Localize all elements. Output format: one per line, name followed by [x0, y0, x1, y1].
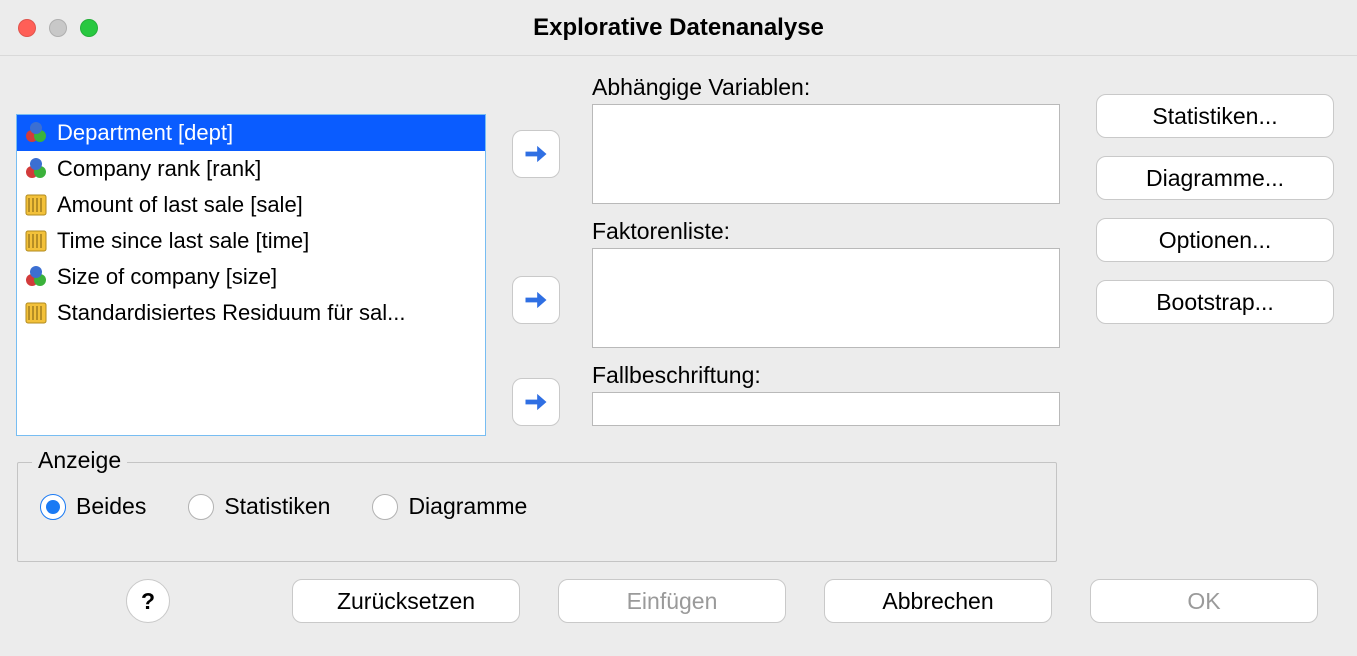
variable-item-label: Standardisiertes Residuum für sal... — [57, 300, 406, 326]
paste-button[interactable]: Einfügen — [558, 579, 786, 623]
help-button-label: ? — [141, 588, 155, 615]
display-radio-label: Diagramme — [408, 493, 527, 520]
scale-icon — [23, 228, 49, 254]
cancel-button-label: Abbrechen — [882, 588, 993, 615]
caselabel-label: Fallbeschriftung: — [592, 362, 761, 389]
display-radio-option[interactable]: Beides — [40, 493, 146, 520]
move-to-factors-button[interactable] — [512, 276, 560, 324]
nominal-icon — [23, 120, 49, 146]
variable-item[interactable]: Department [dept] — [17, 115, 485, 151]
title-bar: Explorative Datenanalyse — [0, 0, 1357, 56]
scale-icon — [23, 192, 49, 218]
move-to-dependent-button[interactable] — [512, 130, 560, 178]
display-radio-label: Beides — [76, 493, 146, 520]
dialog-content: Department [dept] Company rank [rank] Amou… — [0, 56, 1357, 656]
plots-button[interactable]: Diagramme... — [1096, 156, 1334, 200]
variable-item-label: Time since last sale [time] — [57, 228, 309, 254]
statistics-button[interactable]: Statistiken... — [1096, 94, 1334, 138]
options-button-label: Optionen... — [1159, 227, 1272, 254]
variable-item[interactable]: Size of company [size] — [17, 259, 485, 295]
help-button[interactable]: ? — [126, 579, 170, 623]
factors-box[interactable] — [592, 248, 1060, 348]
window-title: Explorative Datenanalyse — [0, 14, 1357, 42]
variable-item[interactable]: Time since last sale [time] — [17, 223, 485, 259]
scale-icon — [23, 300, 49, 326]
radio-icon — [372, 494, 398, 520]
radio-icon — [188, 494, 214, 520]
bootstrap-button-label: Bootstrap... — [1156, 289, 1274, 316]
statistics-button-label: Statistiken... — [1152, 103, 1277, 130]
display-radio-group: Beides Statistiken Diagramme — [18, 463, 1056, 520]
variable-item-label: Size of company [size] — [57, 264, 277, 290]
variable-item[interactable]: Amount of last sale [sale] — [17, 187, 485, 223]
display-fieldset: Anzeige BeidesStatistikenDiagramme — [17, 462, 1057, 562]
radio-icon — [40, 494, 66, 520]
nominal-icon — [23, 156, 49, 182]
bootstrap-button[interactable]: Bootstrap... — [1096, 280, 1334, 324]
arrow-right-icon — [522, 388, 550, 416]
dependent-variables-label: Abhängige Variablen: — [592, 74, 810, 101]
cancel-button[interactable]: Abbrechen — [824, 579, 1052, 623]
variable-list[interactable]: Department [dept] Company rank [rank] Amou… — [16, 114, 486, 436]
ok-button[interactable]: OK — [1090, 579, 1318, 623]
display-radio-option[interactable]: Statistiken — [188, 493, 330, 520]
variable-item-label: Amount of last sale [sale] — [57, 192, 303, 218]
factors-label: Faktorenliste: — [592, 218, 730, 245]
display-radio-label: Statistiken — [224, 493, 330, 520]
display-fieldset-legend: Anzeige — [32, 447, 127, 474]
arrow-right-icon — [522, 286, 550, 314]
paste-button-label: Einfügen — [627, 588, 718, 615]
plots-button-label: Diagramme... — [1146, 165, 1284, 192]
reset-button-label: Zurücksetzen — [337, 588, 475, 615]
dependent-variables-box[interactable] — [592, 104, 1060, 204]
caselabel-box[interactable] — [592, 392, 1060, 426]
arrow-right-icon — [522, 140, 550, 168]
nominal-icon — [23, 264, 49, 290]
variable-item[interactable]: Company rank [rank] — [17, 151, 485, 187]
display-radio-option[interactable]: Diagramme — [372, 493, 527, 520]
ok-button-label: OK — [1187, 588, 1220, 615]
variable-item[interactable]: Standardisiertes Residuum für sal... — [17, 295, 485, 331]
reset-button[interactable]: Zurücksetzen — [292, 579, 520, 623]
move-to-caselabel-button[interactable] — [512, 378, 560, 426]
variable-item-label: Company rank [rank] — [57, 156, 261, 182]
options-button[interactable]: Optionen... — [1096, 218, 1334, 262]
variable-item-label: Department [dept] — [57, 120, 233, 146]
